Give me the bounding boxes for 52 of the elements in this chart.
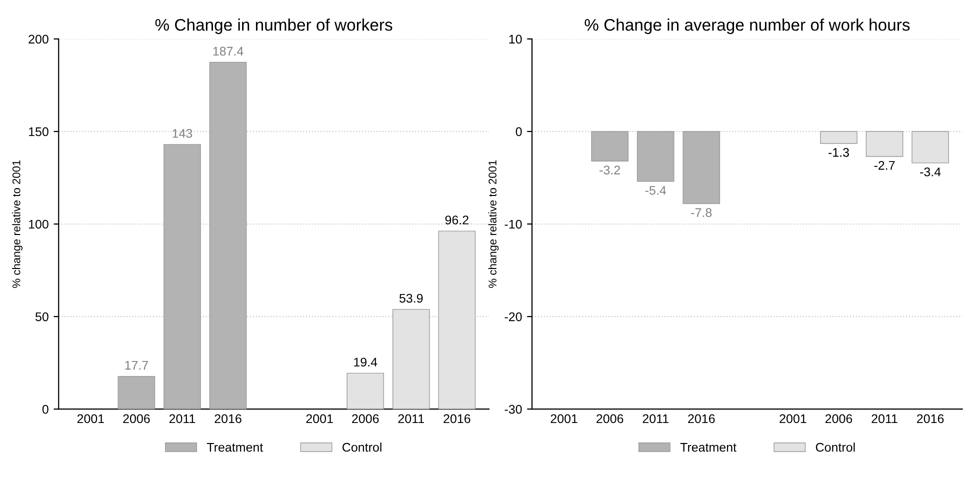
data-label: 19.4 <box>354 358 378 367</box>
x-tick-label: 2011 <box>169 414 196 424</box>
data-label: -3.4 <box>920 167 941 176</box>
data-label: 96.2 <box>445 216 468 224</box>
bar <box>346 372 384 410</box>
legend-label: Control <box>816 442 855 452</box>
bar <box>164 144 201 410</box>
x-tick-label: 2006 <box>352 414 379 424</box>
data-label: -1.3 <box>828 148 849 157</box>
y-tick-label: 150 <box>28 127 48 136</box>
y-tick-label: -20 <box>504 312 522 322</box>
x-tick-label: 2001 <box>550 414 578 424</box>
data-label: 17.7 <box>125 360 148 370</box>
data-label: 187.4 <box>213 46 244 56</box>
x-tick-label: 2001 <box>780 414 806 424</box>
legend-label: Treatment <box>680 442 736 452</box>
x-tick-label: 2016 <box>444 414 470 424</box>
x-tick-label: 2016 <box>688 414 715 424</box>
bar <box>392 308 430 410</box>
bar <box>118 376 156 410</box>
bar <box>438 230 476 410</box>
data-label: -7.8 <box>691 208 712 218</box>
y-tick-label: 0 <box>42 404 48 414</box>
x-tick-label: 2006 <box>825 414 852 424</box>
y-tick-label: 50 <box>35 312 48 322</box>
data-label: 143 <box>172 128 192 138</box>
x-tick-label: 2001 <box>77 414 104 424</box>
chart-title: % Change in average number of work hours <box>584 18 910 34</box>
x-tick-label: 2016 <box>917 414 944 424</box>
data-label: -5.4 <box>645 186 666 195</box>
y-axis-title: % change relative to 2001 <box>12 160 22 288</box>
y-tick-label: 10 <box>509 34 522 44</box>
y-tick-label: 100 <box>28 220 48 229</box>
y-tick-label: 200 <box>28 34 48 44</box>
data-label: -2.7 <box>874 160 895 170</box>
legend-label: Treatment <box>206 442 264 452</box>
x-tick-label: 2001 <box>306 414 333 424</box>
y-axis-title: % change relative to 2001 <box>488 160 499 288</box>
y-tick-label: -30 <box>504 404 522 414</box>
chart-title: % Change in number of workers <box>155 18 392 34</box>
x-tick-label: 2011 <box>872 414 898 424</box>
data-label: 53.9 <box>399 294 423 303</box>
x-tick-label: 2006 <box>123 414 150 424</box>
y-tick-label: -10 <box>504 220 522 229</box>
bar <box>209 62 247 410</box>
x-tick-label: 2011 <box>642 414 668 424</box>
x-tick-label: 2006 <box>596 414 624 424</box>
data-label: -3.2 <box>600 166 620 174</box>
x-tick-label: 2016 <box>214 414 242 424</box>
legend-label: Control <box>342 442 382 452</box>
y-tick-label: 0 <box>516 127 522 136</box>
x-tick-label: 2011 <box>398 414 424 424</box>
